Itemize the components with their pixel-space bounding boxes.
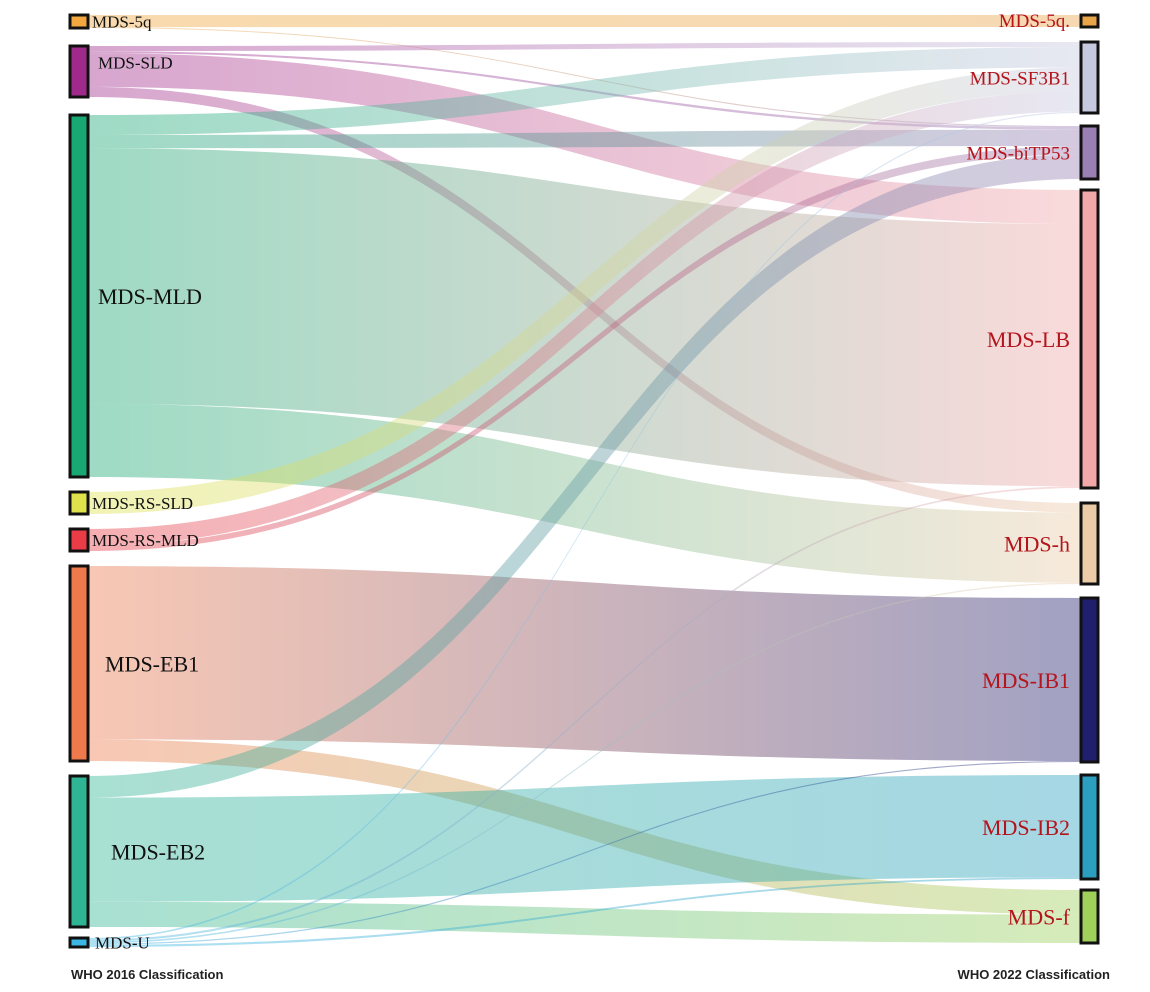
source-node-mds-rs-sld xyxy=(68,490,90,516)
left-axis-title: WHO 2016 Classification xyxy=(71,967,223,982)
link-mds-u-to-mds-ib1 xyxy=(88,760,1081,945)
link-mds-eb2-to-mds-f xyxy=(88,901,1081,943)
target-node-mds-ib1 xyxy=(1079,596,1100,764)
target-node-mds-ib2 xyxy=(1079,773,1100,881)
target-node-mds-f xyxy=(1079,888,1100,945)
link-mds-eb2-to-mds-ib2 xyxy=(88,775,1081,902)
link-mds-mld-to-mds-sf3b1 xyxy=(88,47,1081,135)
target-node-mds-bitp53 xyxy=(1079,124,1100,181)
right-axis-title: WHO 2022 Classification xyxy=(958,967,1110,982)
source-node-mds-eb1 xyxy=(68,564,90,763)
target-label-mds-sf3b1: MDS-SF3B1 xyxy=(970,69,1070,90)
source-label-mds-5q: MDS-5q xyxy=(92,13,152,32)
link-mds-u-to-mds-sf3b1 xyxy=(88,111,1081,940)
source-label-mds-eb1: MDS-EB1 xyxy=(105,652,199,677)
source-node-mds-sld xyxy=(68,44,90,99)
source-label-mds-eb2: MDS-EB2 xyxy=(111,840,205,865)
source-node-mds-eb2 xyxy=(68,774,90,929)
target-label-mds-lb: MDS-LB xyxy=(987,327,1070,352)
source-label-mds-rs-sld: MDS-RS-SLD xyxy=(92,494,193,513)
link-mds-sld-to-mds-sf3b1 xyxy=(88,42,1081,52)
link-mds-5q-to-mds-bitp53 xyxy=(88,27,1081,128)
link-mds-rs-mld-to-mds-bitp53 xyxy=(88,146,1081,552)
target-node-mds-h xyxy=(1079,501,1100,586)
link-mds-rs-sld-to-mds-sf3b1 xyxy=(88,67,1081,515)
target-label-mds-f: MDS-f xyxy=(1008,905,1071,930)
link-mds-u-to-mds-lb xyxy=(88,486,1081,942)
target-label-mds-ib1: MDS-IB1 xyxy=(982,668,1070,693)
source-node-mds-u xyxy=(68,936,90,949)
link-mds-5q-to-mds-5q xyxy=(88,15,1081,28)
target-node-mds-lb xyxy=(1079,188,1100,490)
target-label-mds-bitp53: MDS-biTP53 xyxy=(967,144,1070,165)
target-label-mds-ib2: MDS-IB2 xyxy=(982,815,1070,840)
links-layer xyxy=(88,15,1081,947)
source-label-mds-rs-mld: MDS-RS-MLD xyxy=(92,531,199,550)
link-mds-u-to-mds-h xyxy=(88,582,1081,944)
link-mds-eb2-to-mds-bitp53 xyxy=(88,154,1081,798)
nodes-layer: MDS-5q MDS-SLD MDS-MLD MDS-RS-SLD MDS-RS-MLD… xyxy=(68,11,1100,953)
link-mds-rs-mld-to-mds-sf3b1 xyxy=(88,91,1081,546)
source-node-mds-rs-mld xyxy=(68,527,90,553)
target-label-mds-5q: MDS-5q. xyxy=(999,11,1070,32)
source-node-mds-mld xyxy=(68,113,90,479)
source-label-mds-mld: MDS-MLD xyxy=(98,284,202,309)
source-label-mds-sld: MDS-SLD xyxy=(98,54,173,73)
target-node-mds-sf3b1 xyxy=(1079,40,1100,115)
source-node-mds-5q xyxy=(68,13,90,30)
target-node-mds-5q xyxy=(1079,13,1100,29)
target-label-mds-h: MDS-h xyxy=(1004,532,1070,557)
link-mds-u-to-mds-ib2 xyxy=(88,877,1081,947)
source-label-mds-u: MDS-U xyxy=(95,934,150,953)
